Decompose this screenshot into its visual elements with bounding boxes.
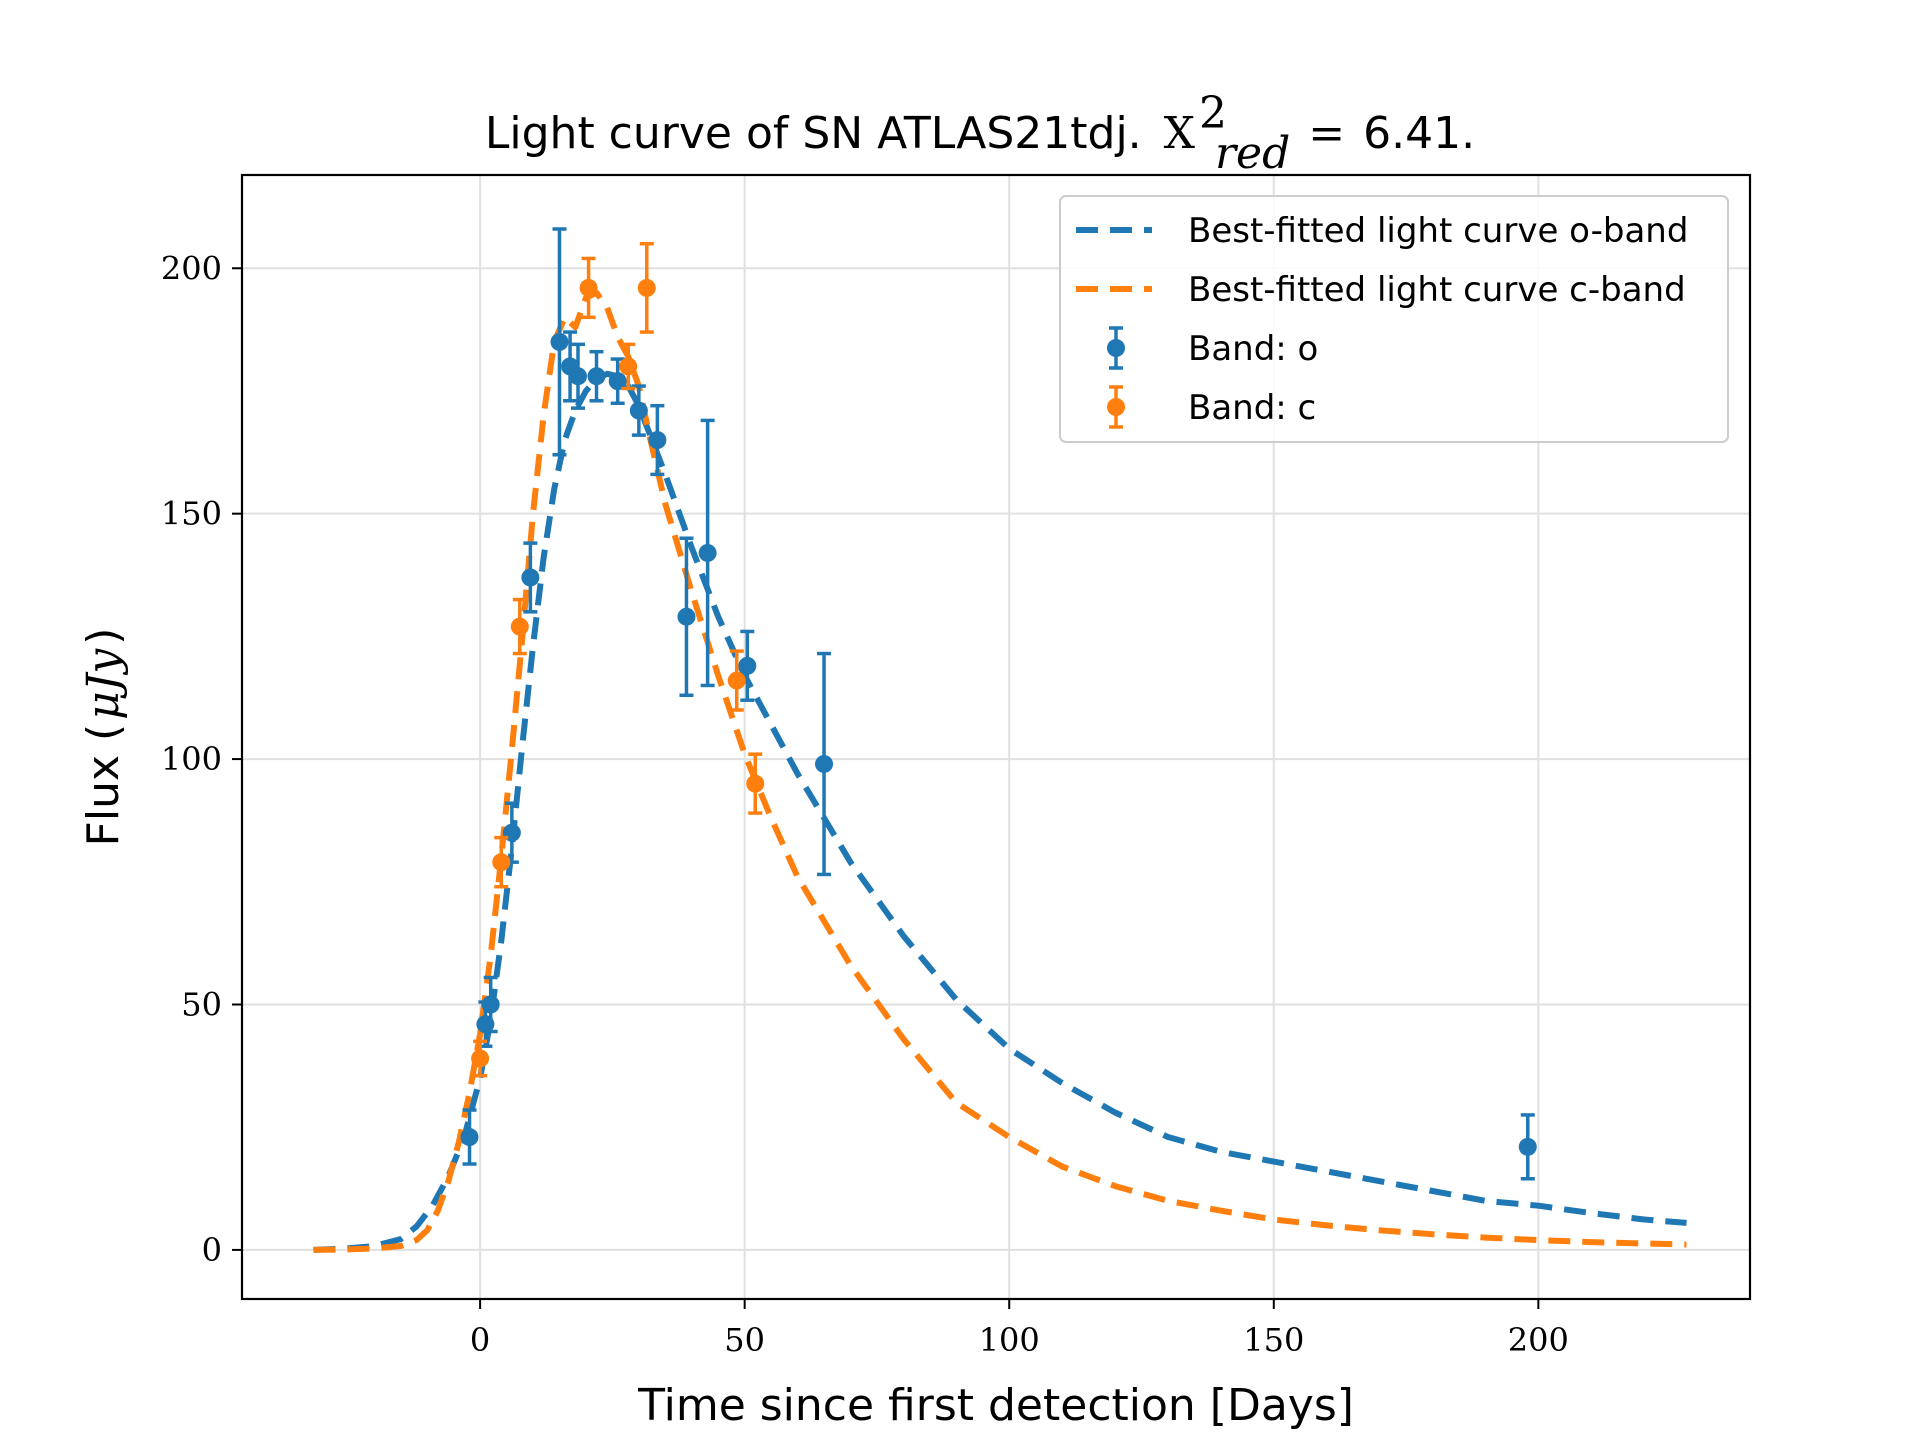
title-prefix: Light curve of SN ATLAS21tdj.	[485, 108, 1142, 159]
marker	[550, 332, 569, 351]
data-point-c-band	[746, 752, 765, 815]
marker	[637, 278, 656, 297]
marker	[746, 774, 765, 793]
y-axis-ticks: 0 50 100 150 200	[161, 249, 242, 1269]
data-point-o-band	[521, 541, 540, 614]
marker	[587, 367, 606, 386]
marker	[698, 543, 717, 562]
marker	[460, 1128, 479, 1147]
y-tick-label: 0	[202, 1231, 222, 1269]
title-equals: =	[1308, 108, 1345, 159]
legend-swatch-marker	[1107, 339, 1125, 357]
marker	[521, 568, 540, 587]
y-axis-label-suffix: )	[78, 628, 129, 645]
marker	[492, 853, 511, 872]
x-tick-label: 150	[1243, 1321, 1304, 1359]
data-point-o-band	[738, 629, 757, 702]
data-point-o-band	[698, 418, 717, 688]
marker	[568, 367, 587, 386]
data-point-o-band	[648, 403, 667, 477]
marker	[648, 431, 667, 450]
data-point-o-band	[677, 536, 696, 698]
legend-label: Band: c	[1188, 388, 1316, 428]
legend-label: Best-fitted light curve c-band	[1188, 270, 1686, 310]
title-chi-subscript: red	[1215, 128, 1290, 179]
data-point-o-band	[1518, 1113, 1537, 1181]
y-axis-label: Flux ( μJy )	[78, 628, 129, 847]
data-point-o-band	[587, 349, 606, 403]
chart-title: Light curve of SN ATLAS21tdj. X 2 red = …	[485, 88, 1475, 179]
data-point-o-band	[481, 975, 500, 1034]
marker	[815, 754, 834, 773]
y-tick-label: 200	[161, 249, 222, 287]
data-point-c-band	[727, 649, 746, 712]
legend-swatch-marker	[1107, 398, 1125, 416]
data-point-c-band	[619, 342, 638, 391]
data-point-o-band	[629, 384, 648, 437]
y-axis-label-prefix: Flux (	[78, 724, 129, 847]
marker	[481, 995, 500, 1014]
legend-label: Best-fitted light curve o-band	[1188, 211, 1688, 251]
x-tick-label: 50	[724, 1321, 765, 1359]
plot-frame	[240, 173, 1752, 1301]
data-point-o-band	[568, 342, 587, 410]
y-tick-label: 150	[161, 495, 222, 533]
title-value: 6.41.	[1363, 108, 1475, 159]
data-point-o-band	[460, 1108, 479, 1166]
legend-item: Best-fitted light curve c-band	[1076, 270, 1686, 310]
x-axis-label: Time since first detection [Days]	[637, 1380, 1354, 1431]
marker	[471, 1049, 490, 1068]
marker	[608, 372, 627, 391]
y-tick-label: 50	[181, 986, 222, 1024]
marker	[738, 656, 757, 675]
x-tick-label: 0	[470, 1321, 490, 1359]
data-point-c-band	[471, 1039, 490, 1078]
data-point-c-band	[579, 256, 598, 320]
legend-item: Band: o	[1107, 326, 1318, 370]
title-chi-superscript: 2	[1199, 88, 1227, 139]
y-axis-label-unit: μJy	[78, 648, 129, 720]
data-point-c-band	[510, 597, 529, 656]
marker	[629, 401, 648, 420]
data-point-c-band	[637, 241, 656, 334]
x-axis-ticks: 0 50 100 150 200	[470, 1299, 1569, 1359]
y-tick-label: 100	[161, 740, 222, 778]
data-point-o-band	[815, 651, 834, 877]
x-tick-label: 200	[1508, 1321, 1569, 1359]
marker	[727, 671, 746, 690]
x-tick-label: 100	[979, 1321, 1040, 1359]
fit-line-o-band	[313, 370, 1687, 1253]
data-point-o-band	[550, 227, 569, 457]
data-points	[460, 227, 1537, 1181]
data-point-o-band	[608, 357, 627, 405]
marker	[677, 607, 696, 626]
legend: Best-fitted light curve o-band Best-fitte…	[1059, 195, 1729, 443]
marker	[579, 278, 598, 297]
marker	[1518, 1137, 1537, 1156]
title-chi-symbol: X	[1164, 108, 1196, 159]
marker	[510, 617, 529, 636]
legend-box	[1059, 195, 1729, 443]
legend-label: Band: o	[1188, 329, 1318, 369]
legend-item: Band: c	[1107, 385, 1316, 429]
data-point-c-band	[492, 835, 511, 889]
legend-item: Best-fitted light curve o-band	[1076, 211, 1688, 251]
marker	[619, 357, 638, 376]
